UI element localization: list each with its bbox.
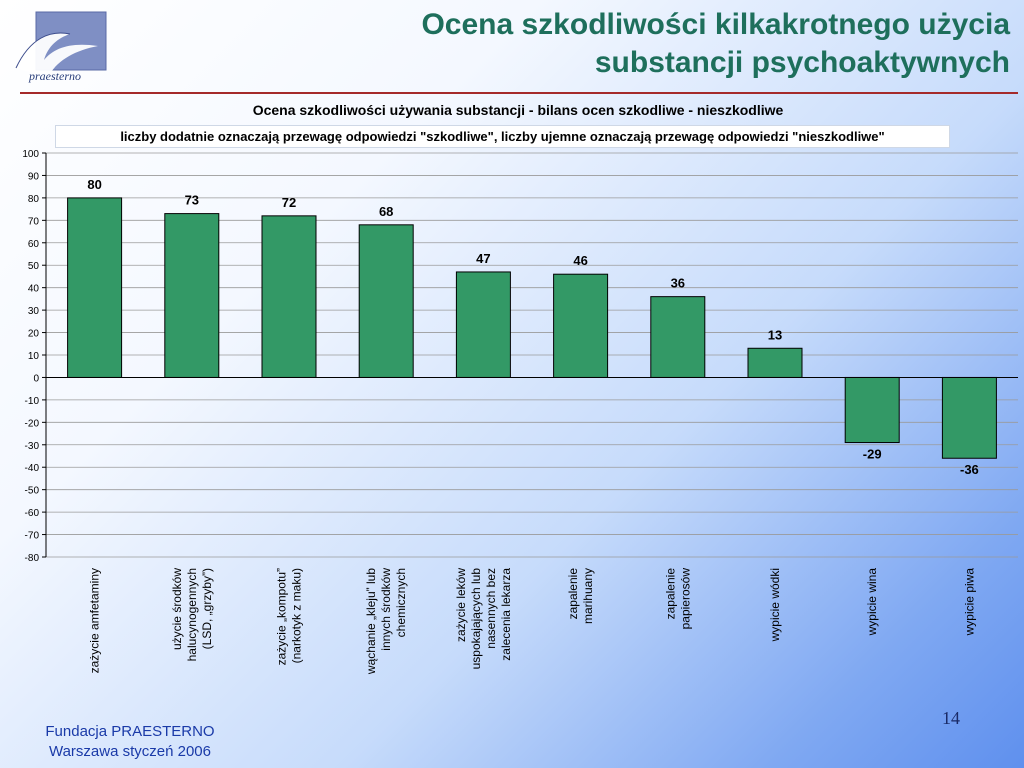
footer-organization: Fundacja PRAESTERNO: [45, 723, 215, 740]
category-label-line: marihuany: [581, 568, 595, 624]
category-label-line: zażycie leków: [454, 568, 468, 642]
category-label-line: (LSD, „grzyby”): [200, 568, 214, 649]
y-tick-label: -20: [25, 418, 40, 429]
y-tick-label: 70: [28, 216, 40, 227]
category-label-line: uspokajających lub: [469, 568, 483, 670]
y-tick-label: -10: [25, 396, 40, 407]
y-tick-label: 30: [28, 306, 40, 317]
data-label: 80: [87, 177, 101, 192]
praesterno-logo: [15, 11, 107, 74]
data-label: -29: [863, 447, 882, 462]
y-tick-label: 100: [22, 149, 39, 160]
category-label: wypicie wódki: [768, 568, 782, 642]
y-tick-label: 10: [28, 351, 40, 362]
data-label: 73: [185, 193, 199, 208]
category-label-line: (narkotyk z maku): [290, 568, 304, 663]
category-label-line: zażycie amfetaminy: [88, 568, 102, 673]
category-label-line: innych środków: [379, 568, 393, 651]
category-label-line: użycie środków: [170, 568, 184, 650]
category-label-line: wypicie wódki: [768, 568, 782, 642]
bar: [67, 197, 123, 378]
y-tick-label: -80: [25, 553, 40, 564]
bar: [261, 215, 317, 378]
y-tick-label: 50: [28, 261, 40, 272]
bar-chart: 1009080706050403020100-10-20-30-40-50-60…: [22, 149, 1018, 675]
y-tick-label: -70: [25, 531, 40, 542]
page-number: 14: [942, 708, 960, 728]
y-tick-label: -40: [25, 463, 40, 474]
category-label: zażycie lekówuspokajających lubnasennych…: [454, 568, 513, 670]
category-label: zażycie amfetaminy: [88, 568, 102, 673]
category-label-line: nasennych bez: [484, 568, 498, 649]
y-tick-label: 60: [28, 239, 40, 250]
category-label: zażycie „kompotu”(narkotyk z maku): [275, 568, 304, 665]
category-label-line: wypicie piwa: [962, 568, 976, 637]
category-label: zapaleniemarihuany: [566, 568, 595, 624]
bar: [553, 273, 609, 378]
data-label: 47: [476, 251, 490, 266]
category-label: wąchanie „kleju” lubinnych środkówchemic…: [364, 568, 408, 675]
slide-title-line-1: Ocena szkodliwości kilkakrotnego użycia: [421, 8, 1010, 41]
category-label-line: zażycie „kompotu”: [275, 568, 289, 665]
footer-date: Warszawa styczeń 2006: [48, 743, 211, 760]
data-label: 72: [282, 195, 296, 210]
y-tick-label: 90: [28, 171, 40, 182]
bar: [747, 347, 803, 378]
data-label: -36: [960, 462, 979, 477]
category-label: wypicie piwa: [962, 568, 976, 637]
category-label-line: halucynogennych: [185, 568, 199, 661]
data-label: 68: [379, 204, 393, 219]
footer: Fundacja PRAESTERNO Warszawa styczeń 200…: [30, 722, 230, 762]
bar: [844, 376, 900, 444]
category-label-line: papierosów: [678, 568, 692, 630]
category-label: wypicie wina: [865, 568, 879, 637]
y-tick-label: 40: [28, 284, 40, 295]
bar: [941, 376, 997, 459]
data-label: 36: [671, 276, 685, 291]
bar: [164, 213, 220, 378]
y-tick-label: 0: [33, 373, 39, 384]
category-label-line: wypicie wina: [865, 568, 879, 637]
chart-title: Ocena szkodliwości używania substancji -…: [252, 102, 784, 118]
y-tick-label: -50: [25, 486, 40, 497]
title-divider: [20, 92, 1018, 94]
bar: [650, 296, 706, 378]
category-label: zapaleniepapierosów: [663, 568, 692, 630]
y-tick-label: -60: [25, 508, 40, 519]
y-tick-label: 80: [28, 194, 40, 205]
data-label: 46: [573, 253, 587, 268]
category-label-line: zalecenia lekarza: [499, 568, 513, 661]
y-tick-label: 20: [28, 329, 40, 340]
bar: [455, 271, 511, 378]
category-label-line: zapalenie: [663, 568, 677, 620]
data-label: 13: [768, 327, 782, 342]
category-label-line: zapalenie: [566, 568, 580, 620]
slide-title: Ocena szkodliwości kilkakrotnego użycia …: [250, 6, 1010, 82]
y-tick-label: -30: [25, 441, 40, 452]
chart-subtitle: liczby dodatnie oznaczają przewagę odpow…: [55, 125, 950, 148]
slide-title-line-2: substancji psychoaktywnych: [594, 46, 1010, 79]
bar: [358, 224, 414, 378]
category-label-line: wąchanie „kleju” lub: [364, 568, 378, 675]
logo-text: praesterno: [29, 69, 81, 83]
category-label-line: chemicznych: [394, 568, 408, 637]
category-label: użycie środkówhalucynogennych(LSD, „grzy…: [170, 568, 214, 662]
